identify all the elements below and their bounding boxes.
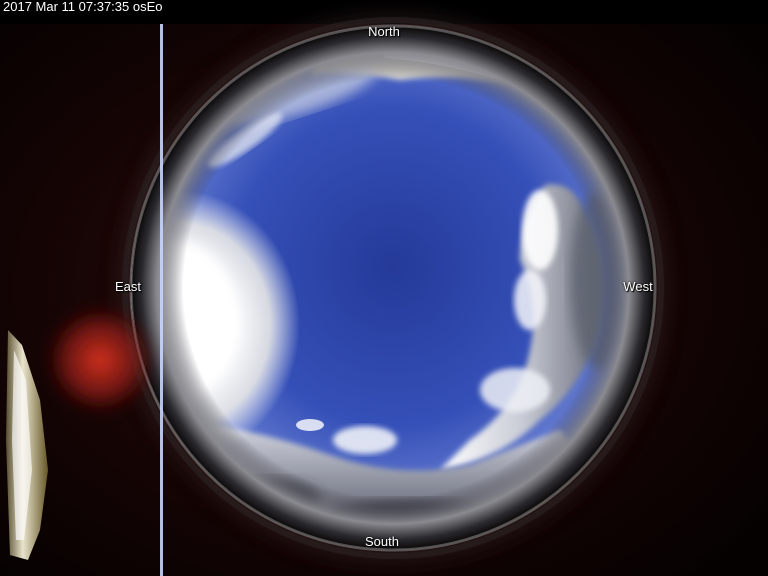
compass-west-label: West bbox=[623, 279, 653, 294]
compass-south-label: South bbox=[365, 534, 399, 549]
lens-rim bbox=[129, 24, 657, 552]
compass-north-label: North bbox=[368, 24, 400, 39]
lens-flare bbox=[42, 302, 158, 418]
timestamp-label: 2017 Mar 11 07:37:35 osEo bbox=[3, 0, 163, 14]
sensor-streak bbox=[160, 24, 163, 576]
compass-east-label: East bbox=[114, 279, 142, 294]
